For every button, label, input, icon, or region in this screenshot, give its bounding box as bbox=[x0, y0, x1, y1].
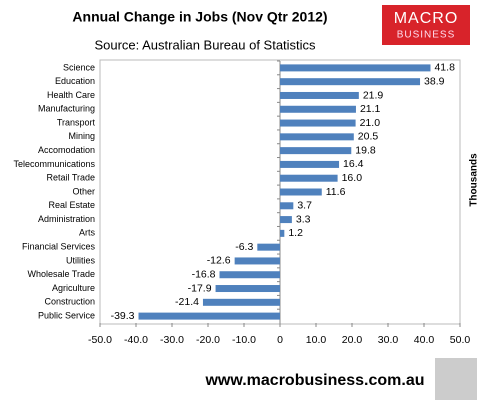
bar bbox=[215, 285, 280, 293]
y-tick-label: Arts bbox=[79, 228, 96, 238]
logo bbox=[382, 5, 470, 45]
data-label: 11.6 bbox=[326, 186, 346, 198]
bar bbox=[280, 229, 285, 237]
y-tick-label: Accomodation bbox=[38, 145, 95, 155]
bar bbox=[138, 312, 280, 320]
bar bbox=[280, 202, 294, 210]
x-tick-label: -40.0 bbox=[124, 334, 148, 346]
y-tick-label: Health Care bbox=[47, 90, 95, 100]
y-tick-label: Construction bbox=[44, 297, 95, 307]
y-tick-label: Mining bbox=[68, 131, 95, 141]
data-label: -16.8 bbox=[192, 269, 216, 281]
logo-bottom: BUSINESS bbox=[397, 30, 456, 41]
x-tick-label: 50.0 bbox=[450, 334, 471, 346]
y-tick-label: Utilities bbox=[66, 255, 96, 265]
bar bbox=[234, 257, 280, 265]
data-label: 16.4 bbox=[343, 158, 364, 170]
data-label: 21.9 bbox=[363, 89, 384, 101]
wolf-logo bbox=[435, 358, 477, 400]
x-tick-label: 0 bbox=[277, 334, 283, 346]
y-tick-label: Telecommunications bbox=[13, 159, 95, 169]
data-label: -17.9 bbox=[188, 282, 212, 294]
y-tick-label: Transport bbox=[57, 117, 96, 127]
x-tick-label: -20.0 bbox=[196, 334, 220, 346]
data-label: 20.5 bbox=[358, 131, 379, 143]
y-tick-label: Education bbox=[55, 76, 95, 86]
bar bbox=[280, 64, 431, 72]
data-label: 41.8 bbox=[434, 62, 455, 74]
data-label: 19.8 bbox=[355, 144, 376, 156]
chart-title: Annual Change in Jobs (Nov Qtr 2012) bbox=[72, 9, 327, 25]
bar bbox=[280, 174, 338, 182]
data-label: -21.4 bbox=[175, 296, 199, 308]
chart-subtitle: Source: Australian Bureau of Statistics bbox=[94, 37, 316, 52]
y-tick-label: Manufacturing bbox=[38, 104, 95, 114]
bar bbox=[280, 216, 292, 224]
y-tick-label: Other bbox=[72, 186, 95, 196]
y-tick-label: Financial Services bbox=[22, 242, 96, 252]
x-tick-label: 40.0 bbox=[414, 334, 435, 346]
axis-label: Thousands bbox=[469, 153, 480, 207]
bar bbox=[280, 147, 352, 155]
x-tick-label: 10.0 bbox=[306, 334, 327, 346]
y-tick-label: Wholesale Trade bbox=[27, 269, 95, 279]
data-label: 21.0 bbox=[360, 117, 381, 129]
bar bbox=[280, 188, 322, 196]
y-tick-label: Public Service bbox=[38, 310, 95, 320]
bar bbox=[280, 91, 359, 99]
x-tick-label: 20.0 bbox=[342, 334, 363, 346]
logo-top: MACRO bbox=[394, 10, 459, 27]
bar bbox=[280, 133, 354, 141]
bar bbox=[280, 78, 421, 86]
data-label: 16.0 bbox=[342, 172, 363, 184]
data-label: -6.3 bbox=[235, 241, 253, 253]
y-tick-label: Real Estate bbox=[48, 200, 95, 210]
footer: www.macrobusiness.com.au bbox=[204, 372, 424, 389]
bar bbox=[280, 105, 356, 113]
y-tick-label: Administration bbox=[38, 214, 95, 224]
data-label: 3.7 bbox=[297, 200, 312, 212]
data-label: -39.3 bbox=[111, 310, 135, 322]
bar bbox=[202, 298, 280, 306]
x-tick-label: -10.0 bbox=[232, 334, 256, 346]
data-label: 3.3 bbox=[296, 213, 311, 225]
bar bbox=[219, 271, 280, 279]
data-label: 21.1 bbox=[360, 103, 381, 115]
data-label: -12.6 bbox=[207, 255, 231, 267]
bar bbox=[257, 243, 280, 251]
bar bbox=[280, 160, 340, 168]
data-label: 1.2 bbox=[288, 227, 303, 239]
data-label: 38.9 bbox=[424, 75, 445, 87]
y-tick-label: Retail Trade bbox=[46, 173, 95, 183]
bar bbox=[280, 119, 356, 127]
x-tick-label: 30.0 bbox=[378, 334, 399, 346]
x-tick-label: -30.0 bbox=[160, 334, 184, 346]
y-tick-label: Agriculture bbox=[52, 283, 95, 293]
y-tick-label: Science bbox=[63, 62, 95, 72]
x-tick-label: -50.0 bbox=[88, 334, 112, 346]
